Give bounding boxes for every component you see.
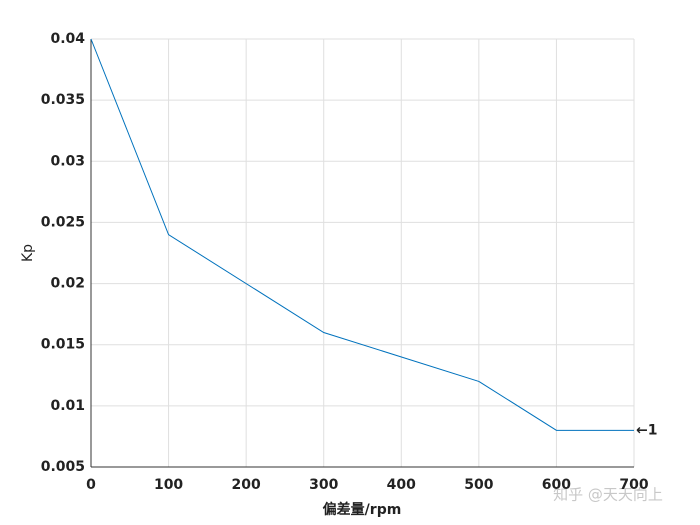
x-tick-label: 300 [309,477,338,493]
y-tick-label: 0.025 [41,214,85,230]
x-tick-label: 600 [542,477,571,493]
y-tick-label: 0.03 [50,153,85,169]
annotation: ←1 [636,422,657,438]
y-axis-label: Kp [20,244,36,262]
x-tick-label: 700 [619,477,648,493]
x-tick-label: 0 [86,477,96,493]
y-tick-label: 0.005 [41,459,85,475]
watermark: 知乎 @天天向上 [553,486,663,504]
x-tick-label: 500 [464,477,493,493]
y-tick-label: 0.04 [50,31,85,47]
data-line [90,38,634,431]
y-tick-label: 0.02 [50,276,85,292]
x-tick-label: 100 [154,477,183,493]
x-tick-label: 200 [232,477,261,493]
x-axis-label: 偏差量/rpm [323,501,402,518]
y-tick-label: 0.01 [50,398,85,414]
y-tick-label: 0.015 [41,337,85,353]
x-tick-label: 400 [387,477,416,493]
y-tick-label: 0.035 [41,92,85,108]
